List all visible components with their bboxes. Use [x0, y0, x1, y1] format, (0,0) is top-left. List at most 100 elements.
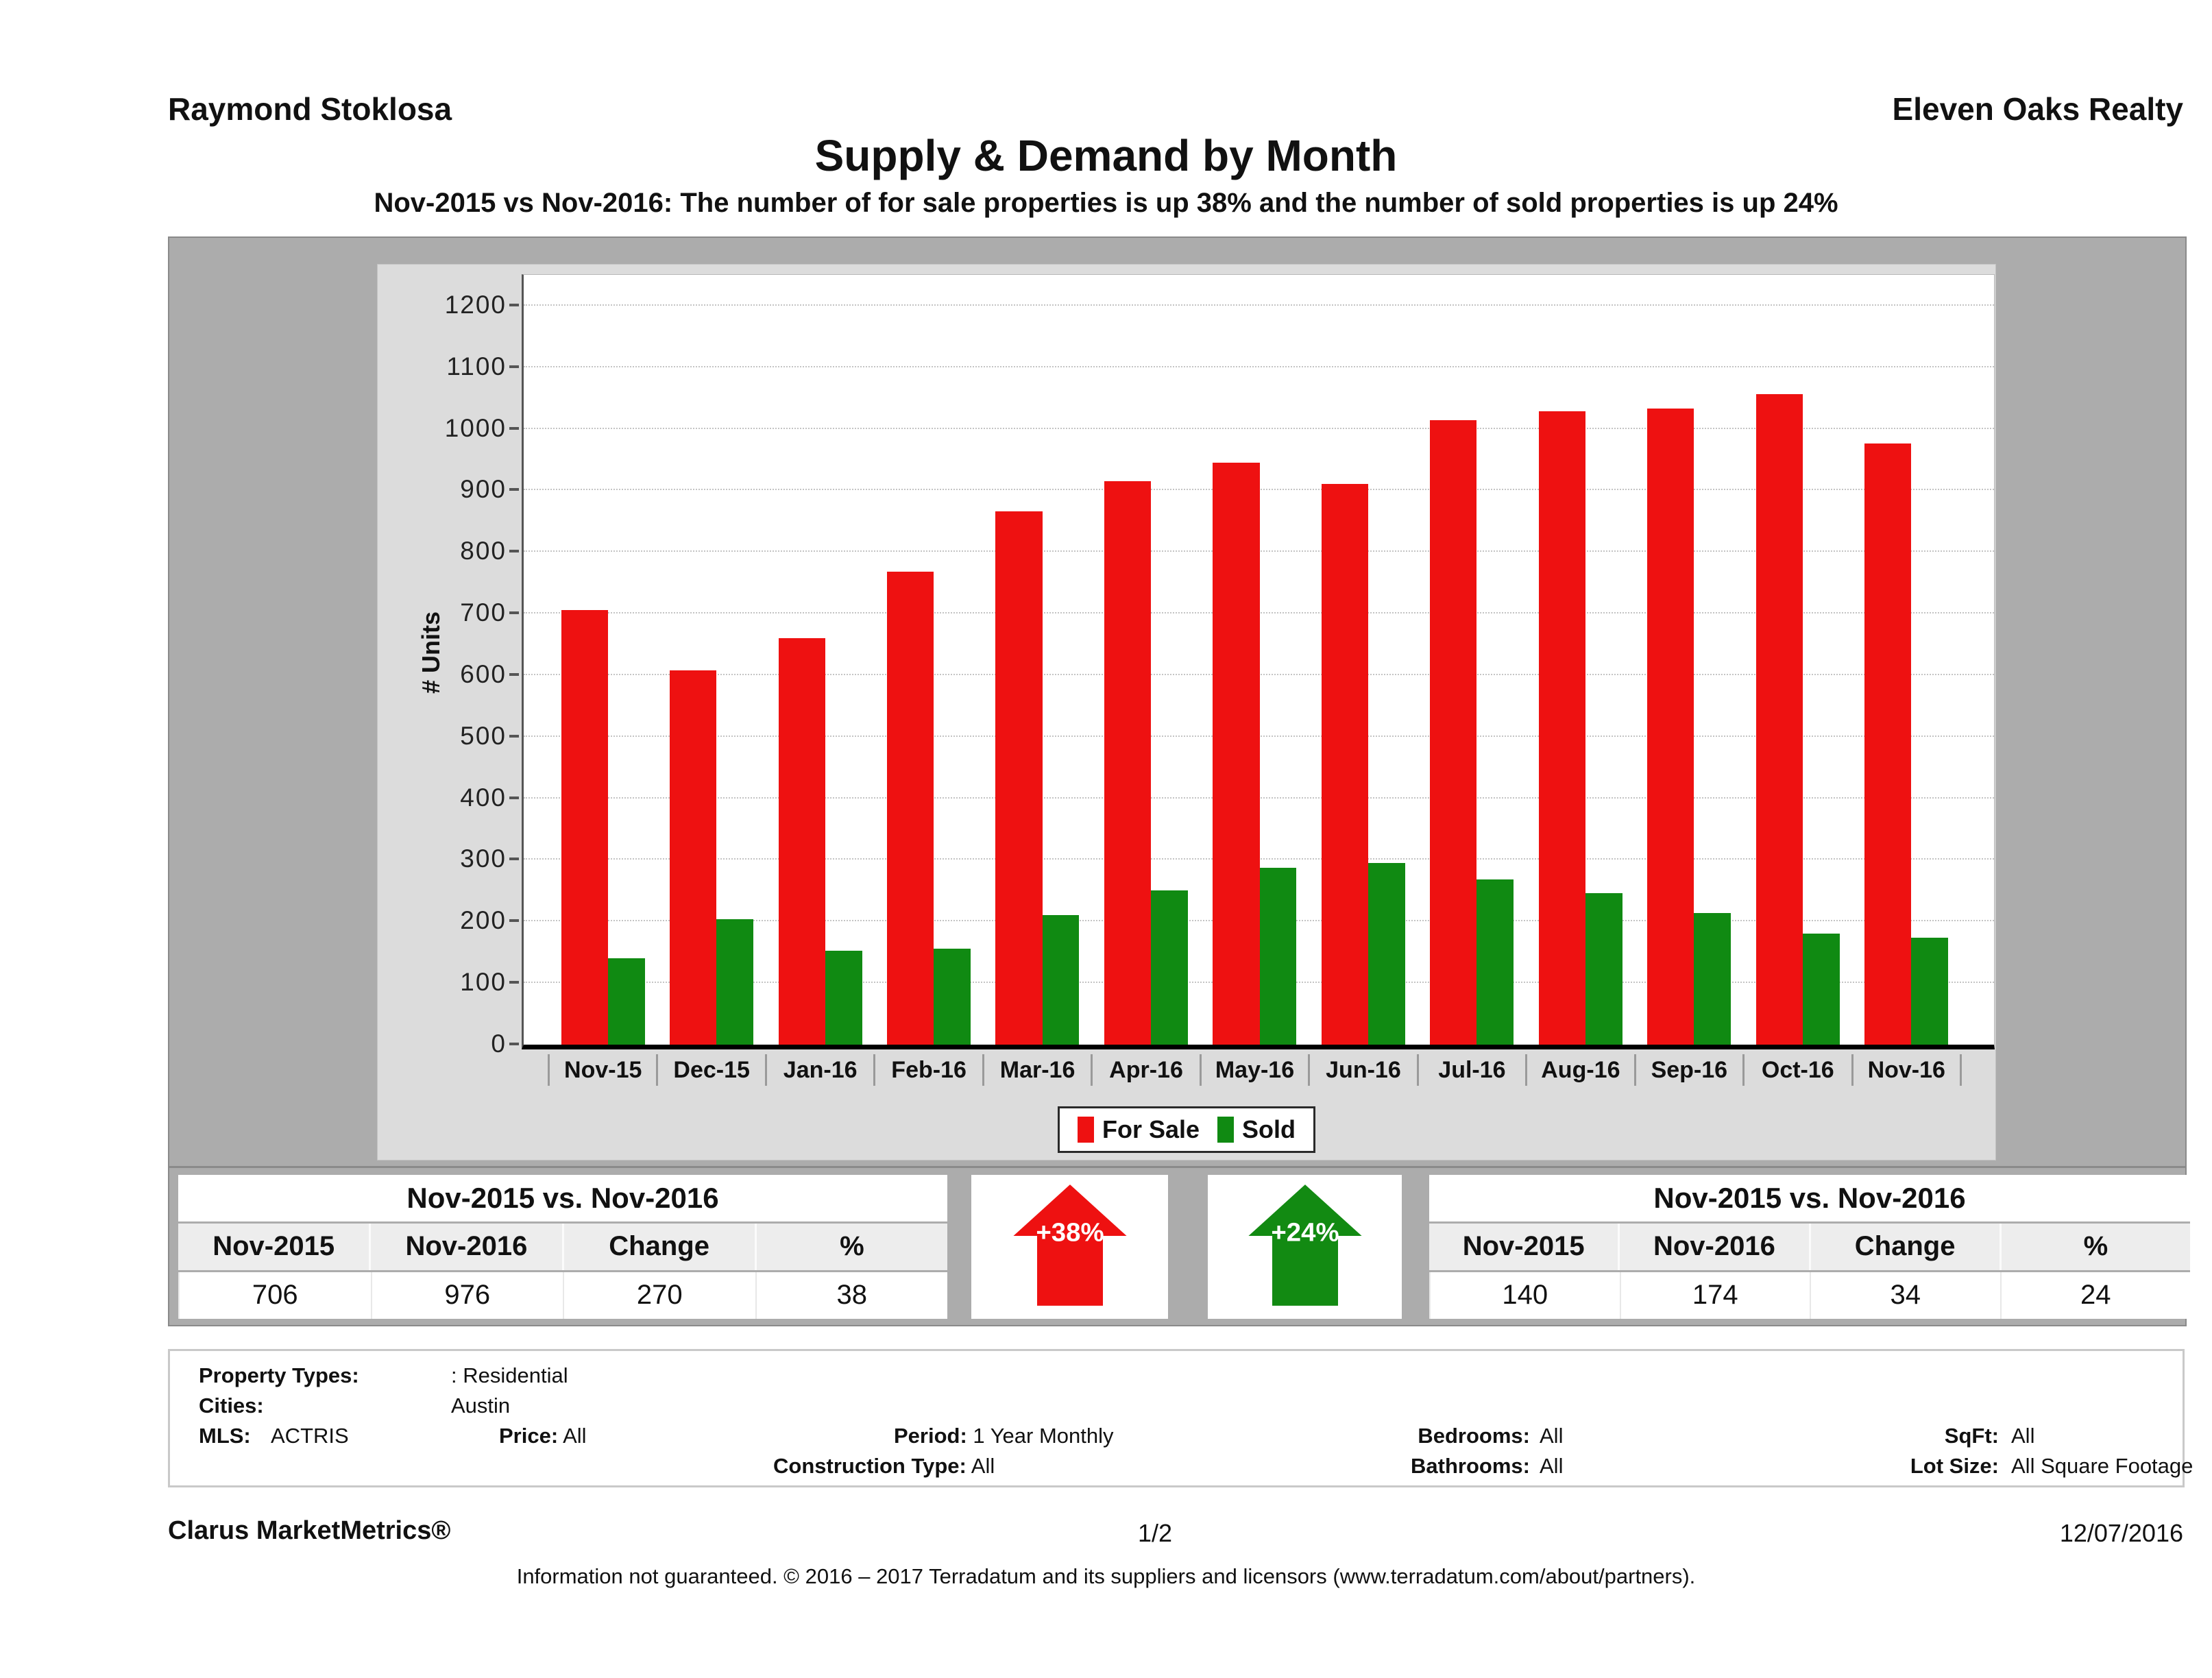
y-tick-label: 700: [460, 598, 507, 627]
for-sale-bar: [1538, 411, 1585, 1045]
filter-bedrooms: Bedrooms: All: [1367, 1422, 1563, 1450]
legend-item: Sold: [1217, 1115, 1296, 1144]
comparison-band: Nov-2015 vs. Nov-2016 Nov-2015 Nov-2016 …: [168, 1167, 2190, 1326]
for-sale-bar: [778, 638, 825, 1045]
filter-value: : Residential: [451, 1363, 568, 1387]
legend-label: Sold: [1242, 1115, 1296, 1143]
sold-bar: [1802, 934, 1840, 1045]
y-tick-label: 1200: [444, 290, 507, 319]
x-tick-label: May-16: [1199, 1054, 1308, 1086]
arrow-shape: [1248, 1184, 1362, 1306]
y-tick-mark: [509, 734, 519, 738]
filters-box: Property Types: : Residential Cities: Aust…: [168, 1349, 2193, 1487]
y-tick-label: 800: [460, 537, 507, 566]
table-cell: 706: [178, 1272, 371, 1319]
y-tick-mark: [509, 303, 519, 306]
grid-line: [524, 427, 1994, 429]
chart-panel: # Units For Sale Sold 0 100 200 300 400 500 600…: [377, 264, 1996, 1160]
column-header: Nov-2015: [1462, 1231, 1585, 1261]
page-number: 1/2: [1138, 1519, 1173, 1547]
filter-label: SqFt:: [1944, 1424, 1999, 1448]
table-value-row: 140 174 34 24: [1429, 1272, 2190, 1319]
y-tick-mark: [509, 488, 519, 491]
x-tick-label: Jun-16: [1308, 1054, 1416, 1086]
x-tick-separator: [1960, 1054, 1962, 1086]
filter-property-types: Property Types: : Residential: [199, 1362, 568, 1389]
x-tick-label: Nov-15: [548, 1054, 656, 1086]
for-sale-bar: [561, 609, 608, 1045]
legend-swatch-sold: [1217, 1117, 1235, 1143]
chart-frame: # Units For Sale Sold 0 100 200 300 400 500 600…: [168, 236, 2187, 1167]
column-header: %: [1999, 1224, 2190, 1270]
y-tick-label: 400: [460, 783, 507, 812]
filter-value: All: [563, 1424, 587, 1448]
filter-value: All Square Footage: [2011, 1454, 2193, 1478]
company-name: Eleven Oaks Realty: [1892, 91, 2183, 127]
comparison-table-for-sale: Nov-2015 vs. Nov-2016 Nov-2015 Nov-2016 …: [178, 1175, 947, 1319]
filter-sqft: SqFt: All: [1834, 1422, 2035, 1450]
agent-name: Raymond Stoklosa: [168, 91, 452, 127]
sold-bar: [1476, 879, 1514, 1045]
x-tick-label: Feb-16: [873, 1054, 982, 1086]
disclaimer-text: Information not guaranteed. © 2016 – 201…: [516, 1564, 1696, 1588]
sold-bar: [716, 919, 754, 1045]
table-cell: 140: [1429, 1272, 1620, 1319]
for-sale-bar: [1430, 420, 1477, 1045]
comparison-table-sold: Nov-2015 vs. Nov-2016 Nov-2015 Nov-2016 …: [1429, 1175, 2190, 1319]
y-tick-mark: [509, 672, 519, 676]
sold-bar: [1042, 915, 1080, 1045]
filter-label: Bedrooms:: [1418, 1424, 1530, 1448]
y-tick-label: 1000: [444, 413, 507, 442]
y-tick-mark: [509, 365, 519, 368]
table-cell: 976: [370, 1272, 563, 1319]
y-tick-mark: [509, 550, 519, 553]
table-cell: 34: [1810, 1272, 2000, 1319]
sold-bar: [607, 958, 645, 1045]
filter-label: Lot Size:: [1910, 1454, 1999, 1478]
y-tick-label: 300: [460, 844, 507, 873]
brand-name: Clarus MarketMetrics®: [168, 1516, 451, 1545]
filter-cities: Cities: Austin: [199, 1392, 510, 1420]
for-sale-change-card: +38%: [971, 1175, 1168, 1319]
filter-label: Cities:: [199, 1394, 264, 1418]
x-tick-label: Mar-16: [982, 1054, 1091, 1086]
filter-lot-size: Lot Size: All Square Footage: [1834, 1452, 2193, 1480]
table-value-row: 706 976 270 38: [178, 1272, 947, 1319]
y-tick-label: 1100: [446, 352, 507, 380]
filter-value: All: [971, 1454, 995, 1478]
table-header-row: Nov-2015 Nov-2016 Change %: [1429, 1224, 2190, 1272]
column-header: Nov-2016: [369, 1224, 561, 1270]
filter-value: All: [1540, 1454, 1564, 1478]
table-cell: 270: [563, 1272, 755, 1319]
y-tick-label: 500: [460, 721, 507, 750]
filter-label: Bathrooms:: [1411, 1454, 1530, 1478]
grid-line: [524, 304, 1994, 306]
x-tick-label: Jul-16: [1416, 1054, 1525, 1086]
for-sale-bar: [887, 572, 934, 1045]
for-sale-bar: [1213, 463, 1260, 1045]
sold-bar: [934, 948, 971, 1045]
filter-value: Austin: [451, 1394, 511, 1418]
y-tick-mark: [509, 858, 519, 861]
column-header: %: [754, 1224, 947, 1270]
table-cell: 174: [1619, 1272, 1810, 1319]
filter-construction-type: Construction Type: All: [773, 1452, 995, 1480]
filter-value: 1 Year Monthly: [973, 1424, 1114, 1448]
x-tick-label: Sep-16: [1633, 1054, 1742, 1086]
filter-label: Property Types:: [199, 1363, 359, 1387]
up-arrow-icon: +24%: [1231, 1180, 1378, 1315]
sold-change-percent: +24%: [1271, 1218, 1339, 1248]
y-tick-label: 0: [491, 1030, 507, 1058]
legend-item: For Sale: [1077, 1115, 1200, 1144]
y-tick-mark: [509, 611, 519, 615]
filter-label: Period:: [894, 1424, 967, 1448]
legend: For Sale Sold: [378, 1106, 1995, 1153]
for-sale-bar: [670, 670, 717, 1045]
table-title: Nov-2015 vs. Nov-2016: [1429, 1175, 2190, 1224]
column-header: Change: [1808, 1224, 2000, 1270]
sold-bar: [1368, 862, 1405, 1045]
filter-mls: MLS: ACTRIS: [199, 1422, 349, 1450]
column-header: Nov-2015: [212, 1231, 335, 1261]
y-tick-label: 900: [460, 475, 507, 504]
